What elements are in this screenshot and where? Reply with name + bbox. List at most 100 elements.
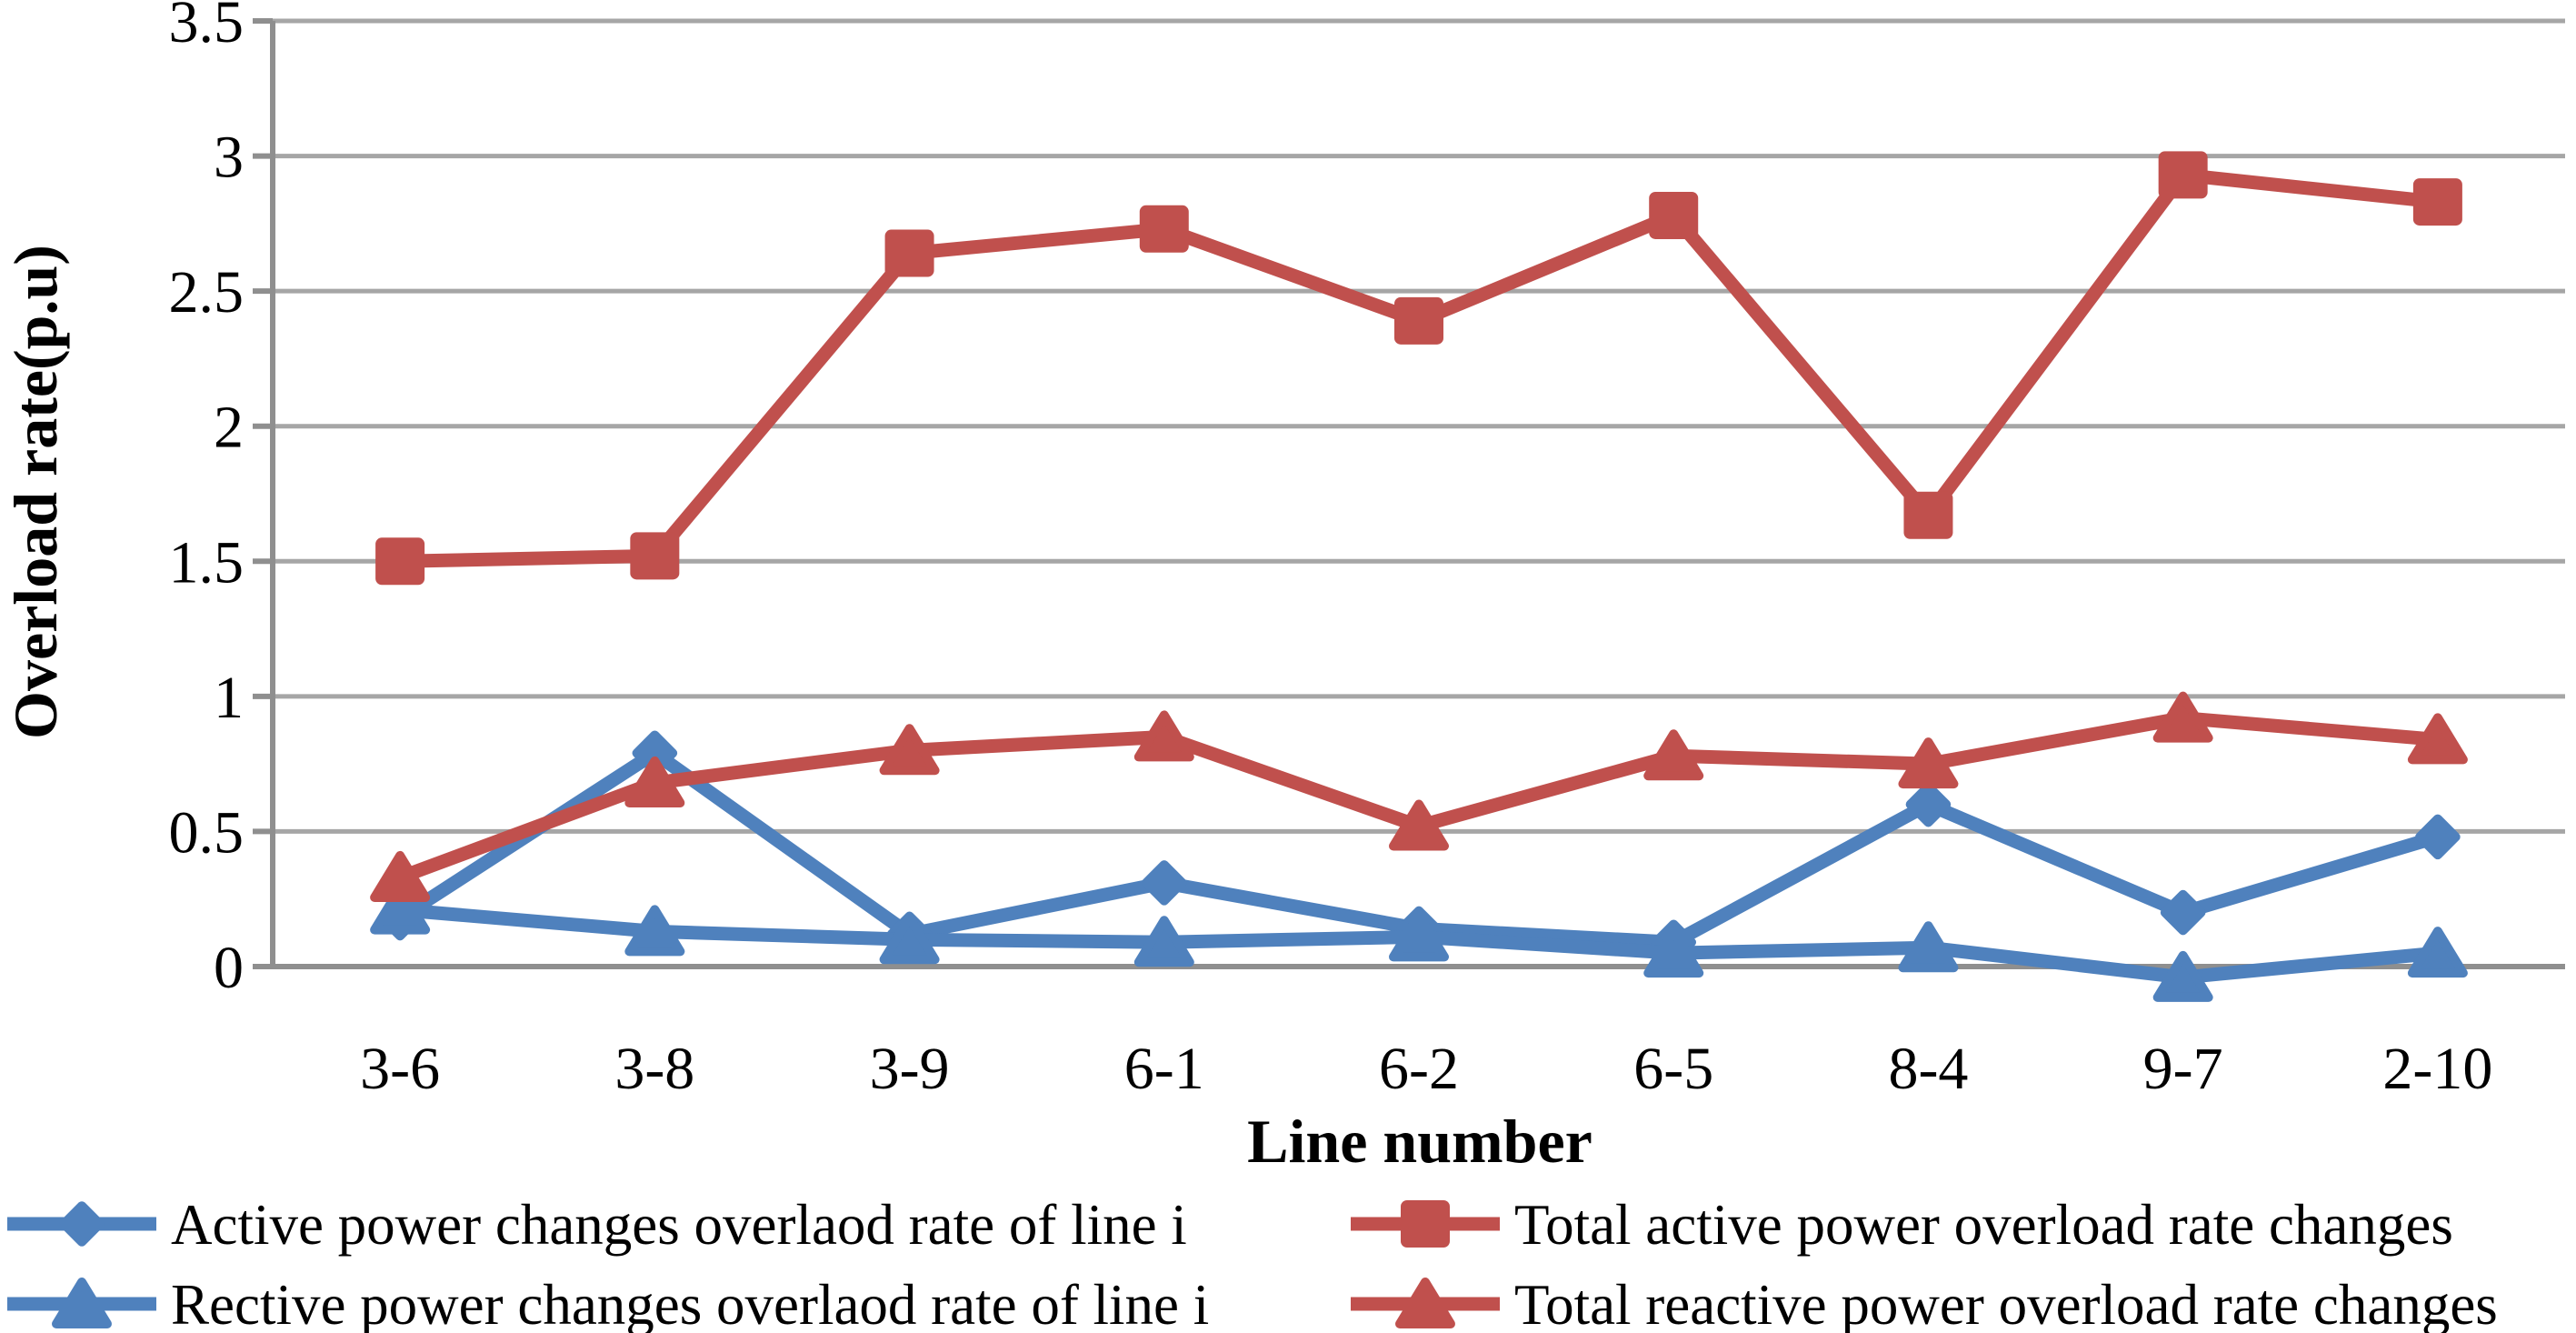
triangle-icon: [2407, 927, 2468, 978]
marker-diamond: [59, 1201, 105, 1247]
marker-triangle: [2407, 927, 2468, 978]
square-icon: [1903, 491, 1953, 539]
marker-square: [2412, 178, 2462, 226]
series-triangle-2: [370, 883, 2468, 1002]
x-axis-title: Line number: [1247, 1107, 1593, 1176]
triangle-icon: [1133, 916, 1194, 967]
marker-triangle: [1395, 1278, 1455, 1328]
marker-triangle: [1898, 921, 1959, 973]
y-axis-tick-labels: 0 0.5 1 1.5 2 2.5 3 3.5: [169, 0, 245, 1001]
marker-square: [1903, 491, 1953, 539]
marker-triangle: [2407, 713, 2468, 765]
y-tick-label: 1.5: [169, 529, 245, 596]
marker-square: [630, 532, 680, 580]
series-triangle-3: [370, 691, 2468, 902]
marker-triangle: [370, 883, 431, 935]
square-icon: [630, 532, 680, 580]
square-icon: [884, 229, 934, 277]
triangle-icon: [1898, 737, 1959, 789]
marker-triangle: [1643, 729, 1704, 781]
triangle-icon: [624, 756, 685, 807]
y-tick-label: 0.5: [169, 799, 245, 866]
x-axis-tick-labels: 3-6 3-8 3-9 6-1 6-2 6-5 8-4 9-7 2-10: [360, 1036, 2492, 1102]
marker-triangle: [2152, 950, 2213, 1002]
marker-diamond: [1141, 860, 1187, 906]
series-line: [393, 167, 2445, 568]
marker-diamond: [2415, 814, 2461, 860]
marker-diamond: [2160, 889, 2206, 936]
x-tick-label: 8-4: [1888, 1036, 1968, 1102]
marker-triangle: [370, 850, 431, 902]
x-tick-label: 3-6: [360, 1036, 440, 1102]
triangle-icon: [370, 883, 431, 935]
square-icon: [1401, 1200, 1450, 1248]
y-tick-label: 2: [214, 395, 244, 461]
marker-triangle: [1133, 710, 1194, 762]
series-square-1: [375, 151, 2462, 586]
square-icon: [2158, 151, 2208, 199]
marker-square: [2158, 151, 2208, 199]
marker-triangle: [52, 1278, 112, 1328]
legend-item-1: Active power changes overlaod rate of li…: [7, 1193, 1187, 1257]
marker-square: [1649, 191, 1699, 239]
marker-triangle: [1389, 910, 1449, 962]
square-icon: [375, 537, 425, 586]
square-icon: [1139, 205, 1189, 253]
x-tick-label: 3-8: [614, 1036, 694, 1102]
triangle-icon: [1898, 921, 1959, 973]
x-tick-label: 6-1: [1124, 1036, 1204, 1102]
legend-label: Rective power changes overlaod rate of l…: [171, 1273, 1209, 1333]
marker-triangle: [1898, 737, 1959, 789]
triangle-icon: [1133, 710, 1194, 762]
triangle-icon: [879, 724, 940, 776]
legend-label: Active power changes overlaod rate of li…: [171, 1193, 1187, 1257]
x-tick-label: 9-7: [2143, 1036, 2223, 1102]
y-tick-label: 3: [214, 125, 244, 191]
triangle-icon: [1643, 729, 1704, 781]
diamond-icon: [2160, 889, 2206, 936]
legend-item-2: Total active power overload rate changes: [1351, 1193, 2453, 1257]
marker-square: [1139, 205, 1189, 253]
diamond-icon: [1905, 781, 1952, 827]
marker-triangle: [1133, 916, 1194, 967]
marker-triangle: [624, 756, 685, 807]
triangle-icon: [1389, 799, 1449, 851]
x-tick-label: 6-5: [1633, 1036, 1713, 1102]
legend-item-4: Total reactive power overload rate chang…: [1351, 1273, 2498, 1333]
marker-triangle: [1389, 799, 1449, 851]
marker-diamond: [632, 730, 678, 777]
y-axis-title: Overload rate(p.u): [1, 245, 70, 739]
marker-square: [1394, 296, 1443, 345]
triangle-icon: [1395, 1278, 1455, 1328]
y-tick-label: 3.5: [169, 0, 245, 55]
legend: Active power changes overlaod rate of li…: [7, 1193, 2498, 1333]
marker-triangle: [879, 724, 940, 776]
marker-triangle: [2152, 691, 2213, 743]
series-line: [393, 711, 2445, 885]
diamond-icon: [2415, 814, 2461, 860]
triangle-icon: [1643, 927, 1704, 978]
triangle-icon: [52, 1278, 112, 1328]
x-tick-label: 6-2: [1379, 1036, 1459, 1102]
diamond-icon: [632, 730, 678, 777]
y-tick-label: 0: [214, 935, 244, 1001]
marker-square: [884, 229, 934, 277]
y-tick-label: 1: [214, 665, 244, 731]
square-icon: [1649, 191, 1699, 239]
triangle-icon: [1389, 910, 1449, 962]
marker-triangle: [624, 905, 685, 957]
legend-item-3: Rective power changes overlaod rate of l…: [7, 1273, 1209, 1333]
y-tick-label: 2.5: [169, 259, 245, 326]
marker-diamond: [1905, 781, 1952, 827]
square-icon: [1394, 296, 1443, 345]
marker-square: [1401, 1200, 1450, 1248]
triangle-icon: [2152, 691, 2213, 743]
legend-label: Total active power overload rate changes: [1514, 1193, 2453, 1257]
x-tick-label: 2-10: [2382, 1036, 2492, 1102]
triangle-icon: [2407, 713, 2468, 765]
triangle-icon: [2152, 950, 2213, 1002]
diamond-icon: [59, 1201, 105, 1247]
data-series: [370, 151, 2468, 1002]
triangle-icon: [370, 850, 431, 902]
